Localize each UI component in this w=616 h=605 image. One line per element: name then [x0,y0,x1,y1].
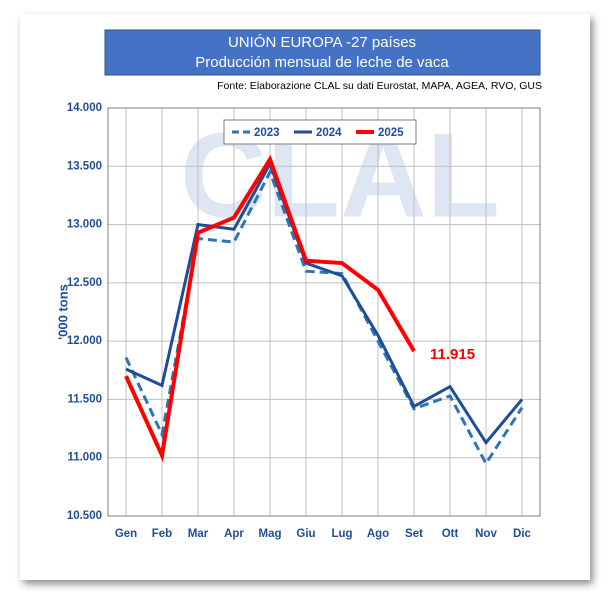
frame [20,14,590,580]
y-tick-label: 13.500 [67,160,102,172]
series-line [124,168,524,467]
legend-label: 2023 [254,127,280,139]
y-tick-label: 10.500 [67,510,102,522]
series-line [125,160,524,446]
y-axis-label: '000 tons [55,284,70,340]
title-box [104,29,541,76]
plot-border [107,107,541,517]
x-tick-label: Nov [475,528,497,540]
data-label: 11.915 [430,346,475,363]
y-tick-label: 12.500 [67,277,102,289]
chart-subtitle: Producción mensual de leche de vaca [195,54,449,71]
legend-label: 2024 [316,127,342,139]
x-tick-label: Apr [224,528,244,540]
y-tick-label: 11.000 [67,452,102,464]
x-tick-label: Mar [188,528,209,540]
x-tick-label: Giu [296,528,315,540]
source: Fonte: Elaborazione CLAL su dati Eurosta… [217,80,542,92]
y-tick-label: 13.000 [67,219,102,231]
chart-title: UNIÓN EUROPA -27 países [228,34,416,51]
y-tick-label: 12.000 [67,335,102,347]
series-line [124,154,416,463]
x-tick-label: Ott [442,528,459,540]
x-tick-label: Mag [259,528,282,540]
y-tick-label: 11.500 [67,393,102,405]
legend-box [223,119,417,145]
x-tick-label: Lug [331,528,352,540]
x-tick-label: Dic [513,528,532,540]
x-tick-label: Gen [115,528,137,540]
x-tick-label: Set [405,528,423,540]
x-tick-label: Ago [367,528,389,540]
x-tick-label: Feb [152,528,172,540]
legend-label: 2025 [378,127,404,139]
y-tick-label: 14.000 [67,102,102,114]
